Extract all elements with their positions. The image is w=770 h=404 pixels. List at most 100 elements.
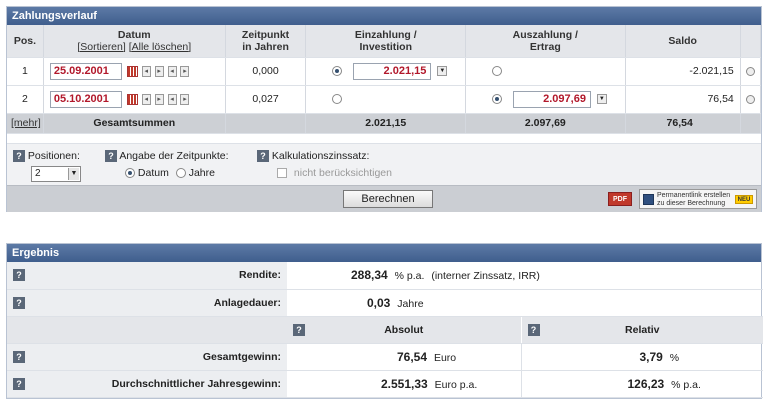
gesamtgewinn-rel-unit: % xyxy=(669,351,680,364)
rendite-note: (interner Zinssatz, IRR) xyxy=(431,270,540,283)
row-settings-cell xyxy=(740,85,762,114)
auszahlung-radio[interactable] xyxy=(492,94,503,104)
table-row: 2 05.10.2001 ◂ ▸ ◂ ▸ 0,027 2.097,69 ▼ 76… xyxy=(7,85,762,114)
zins-checkbox-label: nicht berücksichtigen xyxy=(293,167,392,180)
button-bar: Berechnen PDF Permanentlink erstellen zu… xyxy=(7,185,761,212)
day-minus-icon[interactable]: ◂ xyxy=(141,93,151,105)
help-icon[interactable]: ? xyxy=(13,269,25,282)
date-input[interactable]: 25.09.2001 xyxy=(49,62,122,80)
help-icon[interactable]: ? xyxy=(13,296,25,309)
positionen-select[interactable]: 2 ▼ xyxy=(31,166,81,183)
zins-label: Kalkulationszinssatz: xyxy=(271,150,370,162)
jahresgewinn-rel: 126,23 xyxy=(627,376,665,391)
calendar-icon[interactable] xyxy=(126,65,138,77)
anlagedauer-value-cell: 0,03 Jahre xyxy=(287,289,764,317)
einzahlung-radio[interactable] xyxy=(332,94,343,105)
help-cell: ? xyxy=(7,343,37,371)
anlagedauer-unit: Jahre xyxy=(397,297,424,310)
header-datum: Datum [Sortieren] [Alle löschen] xyxy=(43,25,226,58)
row-delete-icon[interactable] xyxy=(745,66,755,76)
calendar-icon[interactable] xyxy=(126,93,138,105)
zahlungsverlauf-panel: Zahlungsverlauf Pos. Datum [Sortieren] [… xyxy=(6,6,762,212)
jahresgewinn-row: ? Durchschnittlicher Jahresgewinn: 2.551… xyxy=(7,370,764,398)
permalink-line1: Permanentlink erstellen xyxy=(657,192,731,199)
month-minus-icon[interactable]: ◂ xyxy=(167,65,177,77)
summary-empty xyxy=(225,113,307,134)
header-saldo: Saldo xyxy=(625,25,741,58)
row-delete-icon[interactable] xyxy=(745,94,755,104)
gesamtgewinn-abs: 76,54 xyxy=(397,349,428,364)
date-input[interactable]: 05.10.2001 xyxy=(49,90,122,108)
help-icon[interactable]: ? xyxy=(257,150,269,163)
header-zeitpunkt-line2: in Jahren xyxy=(242,40,289,53)
anlagedauer-value: 0,03 xyxy=(367,295,391,310)
help-icon[interactable]: ? xyxy=(13,150,25,163)
day-plus-icon[interactable]: ▸ xyxy=(154,65,164,77)
help-icon[interactable]: ? xyxy=(293,323,305,336)
more-link[interactable]: [mehr] xyxy=(11,117,41,129)
header-einzahlung: Einzahlung / Investition xyxy=(305,25,467,58)
help-icon[interactable]: ? xyxy=(527,323,540,336)
month-plus-icon[interactable]: ▸ xyxy=(180,65,190,77)
row-date-cell: 25.09.2001 ◂ ▸ ◂ ▸ xyxy=(43,57,226,86)
jahresgewinn-abs: 2.551,33 xyxy=(381,376,428,391)
auszahlung-radio[interactable] xyxy=(492,66,503,77)
relativ-header: ? Relativ xyxy=(521,316,764,344)
anlagedauer-label: Anlagedauer: xyxy=(37,289,287,317)
einzahlung-dropdown-icon[interactable]: ▼ xyxy=(437,66,448,76)
jahresgewinn-abs-unit: Euro p.a. xyxy=(434,378,478,391)
month-minus-icon[interactable]: ◂ xyxy=(167,93,177,105)
summary-einzahlung: 2.021,15 xyxy=(305,113,467,134)
auszahlung-dropdown-icon[interactable]: ▼ xyxy=(596,94,607,104)
row-einzahlung-cell xyxy=(305,85,467,114)
result-subheader-row: ? Absolut ? Relativ xyxy=(7,316,764,344)
zeitpunkte-group: ? Angabe der Zeitpunkte: Datum Jahre xyxy=(105,150,229,179)
row-auszahlung-cell: 2.097,69 ▼ xyxy=(465,85,626,114)
sort-link[interactable]: [Sortieren] xyxy=(77,40,126,53)
rendite-label: Rendite: xyxy=(37,262,287,290)
month-plus-icon[interactable]: ▸ xyxy=(180,93,190,105)
rendite-row: ? Rendite: 288,34 % p.a. (interner Zinss… xyxy=(7,262,764,290)
summary-spacer xyxy=(740,113,762,134)
more-link-cell: [mehr] xyxy=(7,113,44,134)
header-zeitpunkt: Zeitpunkt in Jahren xyxy=(225,25,307,58)
positionen-value: 2 xyxy=(35,168,41,180)
header-auszahlung-line2: Ertrag xyxy=(529,40,561,53)
row-settings-cell xyxy=(740,57,762,86)
zahlungsverlauf-title: Zahlungsverlauf xyxy=(7,7,761,25)
datum-radio[interactable] xyxy=(125,168,135,179)
row-saldo: 76,54 xyxy=(625,85,741,114)
permalink-line2: zu dieser Berechnung xyxy=(657,200,726,207)
row-pos: 1 xyxy=(7,57,44,86)
header-auszahlung-line1: Auszahlung / xyxy=(512,28,578,41)
day-plus-icon[interactable]: ▸ xyxy=(154,93,164,105)
permalink-button[interactable]: Permanentlink erstellen zu dieser Berech… xyxy=(639,189,757,209)
summary-label: Gesamtsummen xyxy=(43,113,226,134)
row-pos: 2 xyxy=(7,85,44,114)
ergebnis-title: Ergebnis xyxy=(7,244,761,262)
clear-all-link[interactable]: [Alle löschen] xyxy=(128,40,192,53)
floppy-disk-icon xyxy=(643,194,654,205)
positionen-group: ? Positionen: 2 ▼ xyxy=(13,150,81,183)
jahresgewinn-rel-unit: % p.a. xyxy=(671,378,701,391)
einzahlung-input[interactable]: 2.021,15 xyxy=(353,62,432,80)
row-date-cell: 05.10.2001 ◂ ▸ ◂ ▸ xyxy=(43,85,226,114)
berechnen-button[interactable]: Berechnen xyxy=(343,190,433,208)
zins-checkbox[interactable] xyxy=(277,168,287,179)
ergebnis-panel: Ergebnis ? Rendite: 288,34 % p.a. (inter… xyxy=(6,243,764,399)
jahre-radio[interactable] xyxy=(175,168,186,179)
help-icon[interactable]: ? xyxy=(13,377,25,390)
gesamtgewinn-rel: 3,79 xyxy=(639,349,663,364)
new-badge: NEU xyxy=(735,195,753,204)
day-minus-icon[interactable]: ◂ xyxy=(141,65,151,77)
help-icon[interactable]: ? xyxy=(105,150,117,163)
einzahlung-radio[interactable] xyxy=(332,66,343,76)
auszahlung-input[interactable]: 2.097,69 xyxy=(512,90,591,108)
help-icon[interactable]: ? xyxy=(13,350,25,363)
jahre-option-label: Jahre xyxy=(188,167,215,180)
rendite-value: 288,34 xyxy=(351,268,388,283)
rendite-unit: % p.a. xyxy=(394,270,425,283)
summary-saldo: 76,54 xyxy=(625,113,741,134)
relativ-header-label: Relativ xyxy=(625,323,660,336)
pdf-icon[interactable]: PDF xyxy=(608,192,632,206)
